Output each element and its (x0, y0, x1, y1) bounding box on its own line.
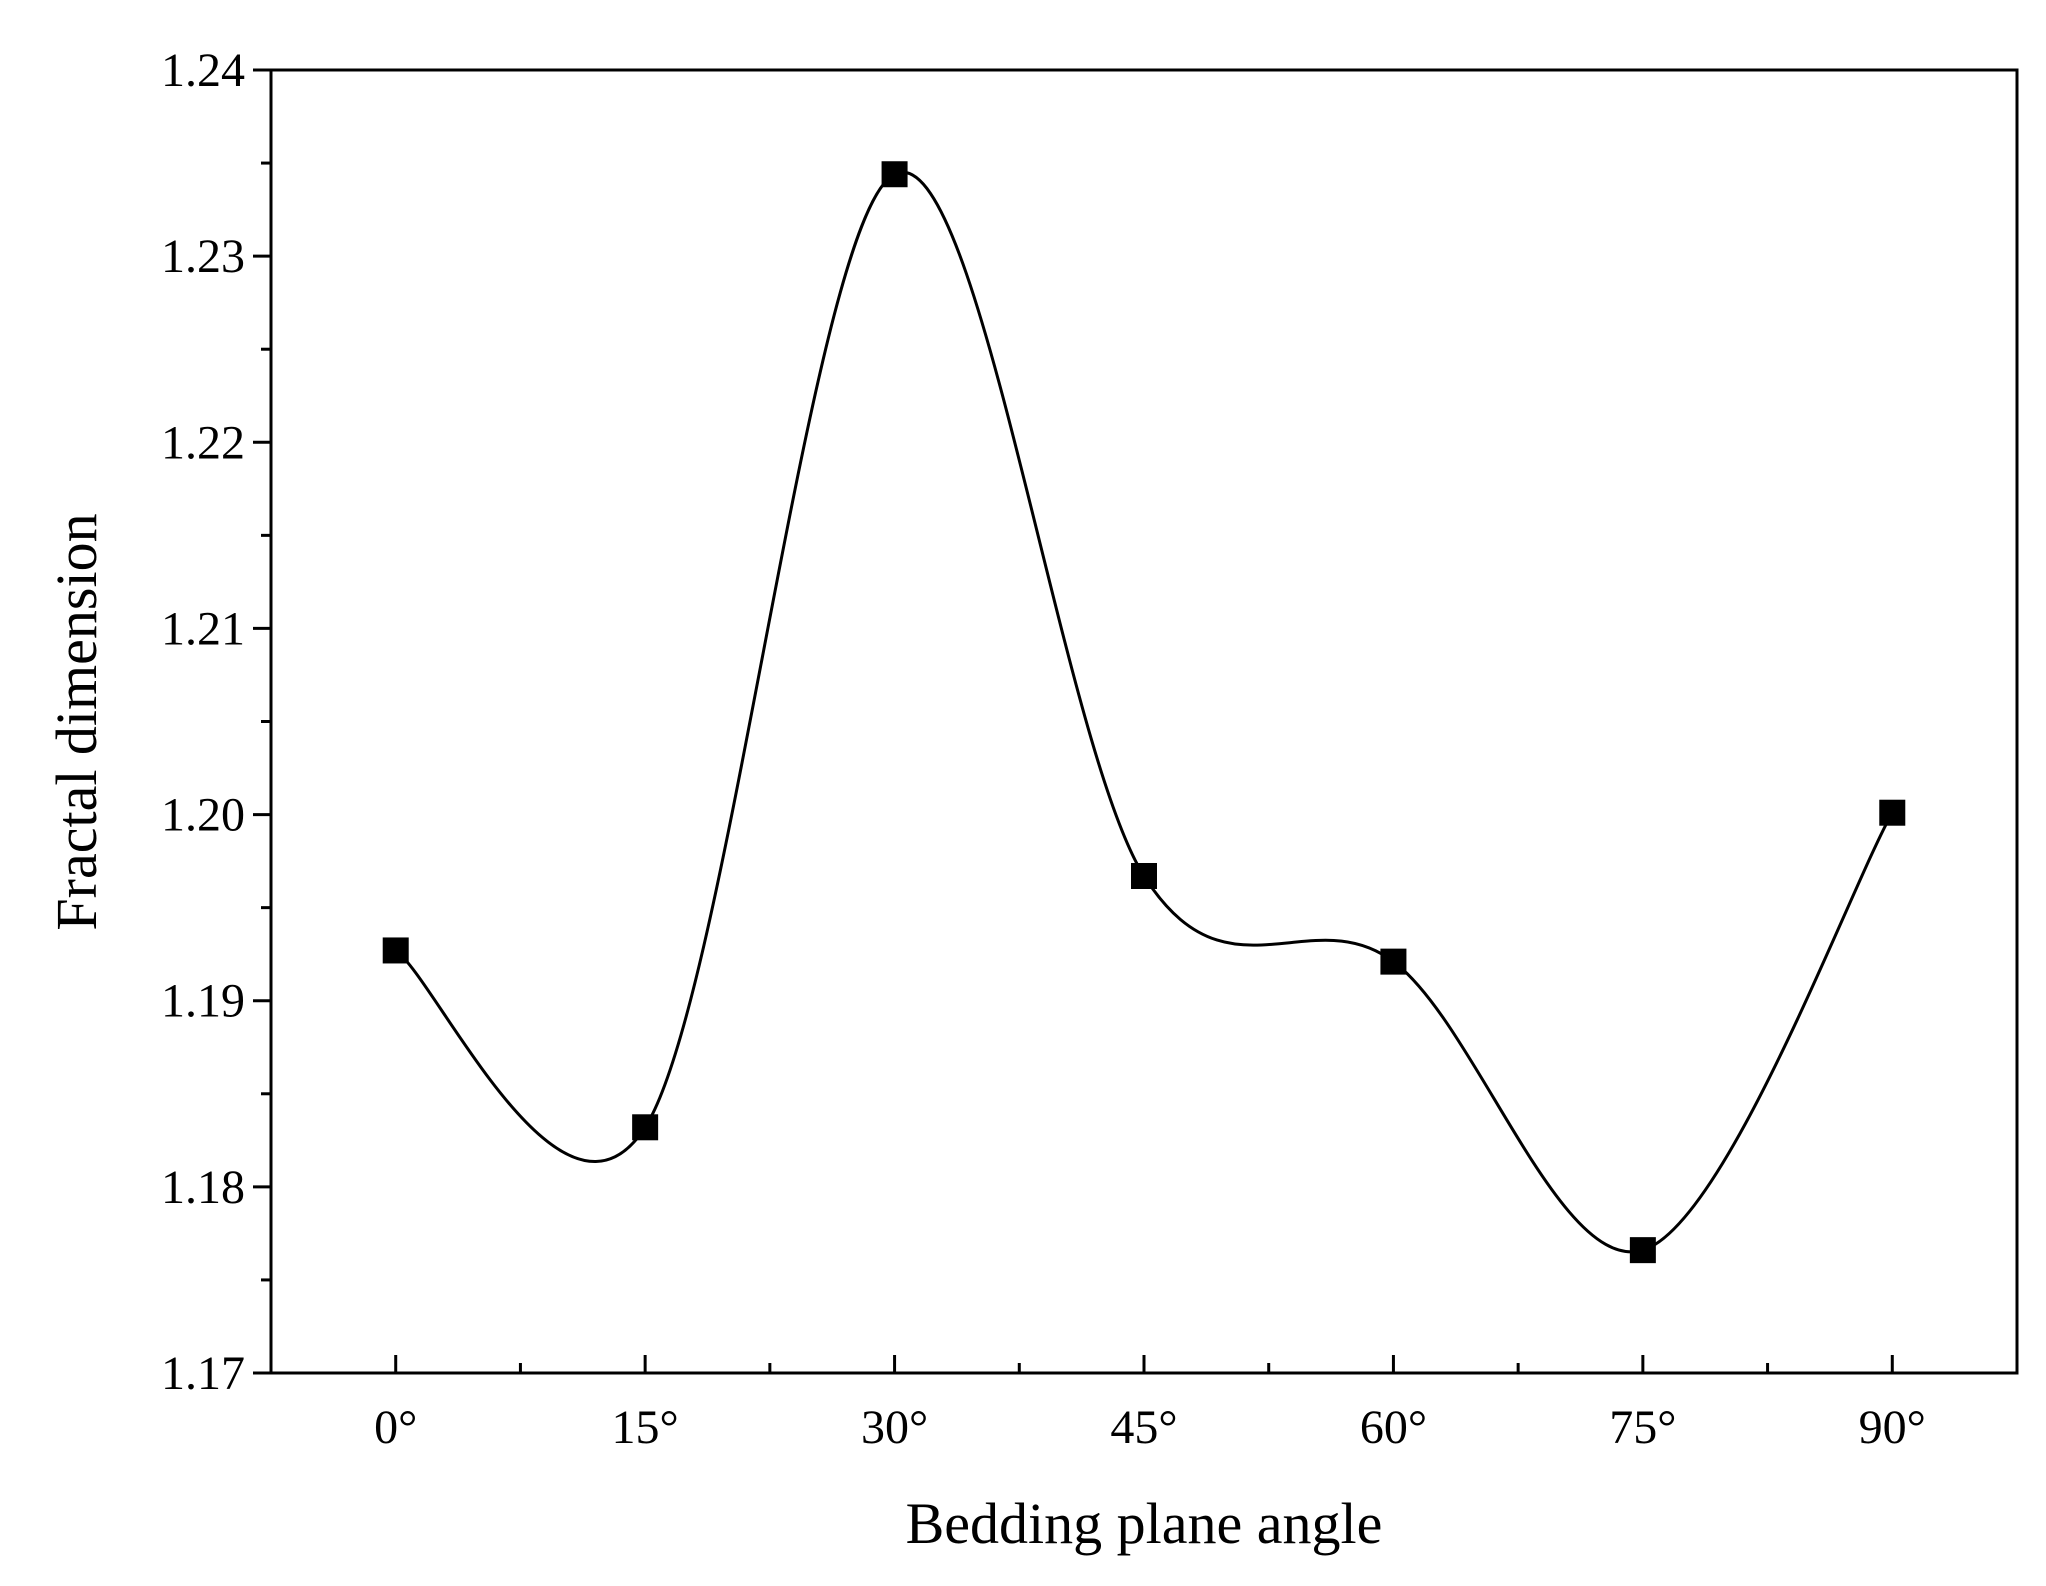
y-tick-label: 1.21 (161, 602, 245, 655)
axis-ticks (253, 68, 2019, 1375)
y-tick-labels: 1.17 1.18 1.19 1.20 1.21 1.22 1.23 1.24 (161, 44, 245, 1400)
y-tick-label: 1.19 (161, 975, 245, 1028)
plot-frame (269, 68, 2019, 1375)
data-point-marker (382, 937, 409, 964)
x-tick-label: 90° (1859, 1401, 1926, 1454)
data-point-marker (632, 1114, 659, 1141)
x-axis-title: Bedding plane angle (906, 1491, 1383, 1556)
series-curve (394, 170, 1894, 1254)
data-point-marker (1879, 799, 1906, 826)
y-tick-label: 1.18 (161, 1161, 245, 1214)
x-tick-label: 0° (374, 1401, 417, 1454)
x-tick-label: 30° (861, 1401, 928, 1454)
x-tick-labels: 0° 15° 30° 45° 60° 75° 90° (374, 1401, 1926, 1454)
data-point-marker (1629, 1237, 1656, 1264)
x-tick-label: 45° (1110, 1401, 1177, 1454)
y-tick-label: 1.17 (161, 1347, 245, 1400)
data-markers (382, 161, 1906, 1264)
y-tick-label: 1.22 (161, 416, 245, 469)
y-tick-label: 1.23 (161, 230, 245, 283)
data-point-marker (881, 161, 908, 188)
x-tick-label: 75° (1609, 1401, 1676, 1454)
y-tick-label: 1.20 (161, 789, 245, 842)
y-tick-label: 1.24 (161, 44, 245, 97)
x-tick-label: 60° (1360, 1401, 1427, 1454)
x-tick-label: 15° (612, 1401, 679, 1454)
data-point-marker (1380, 948, 1407, 975)
data-point-marker (1131, 862, 1157, 889)
y-axis-title: Fractal dimension (44, 513, 109, 930)
